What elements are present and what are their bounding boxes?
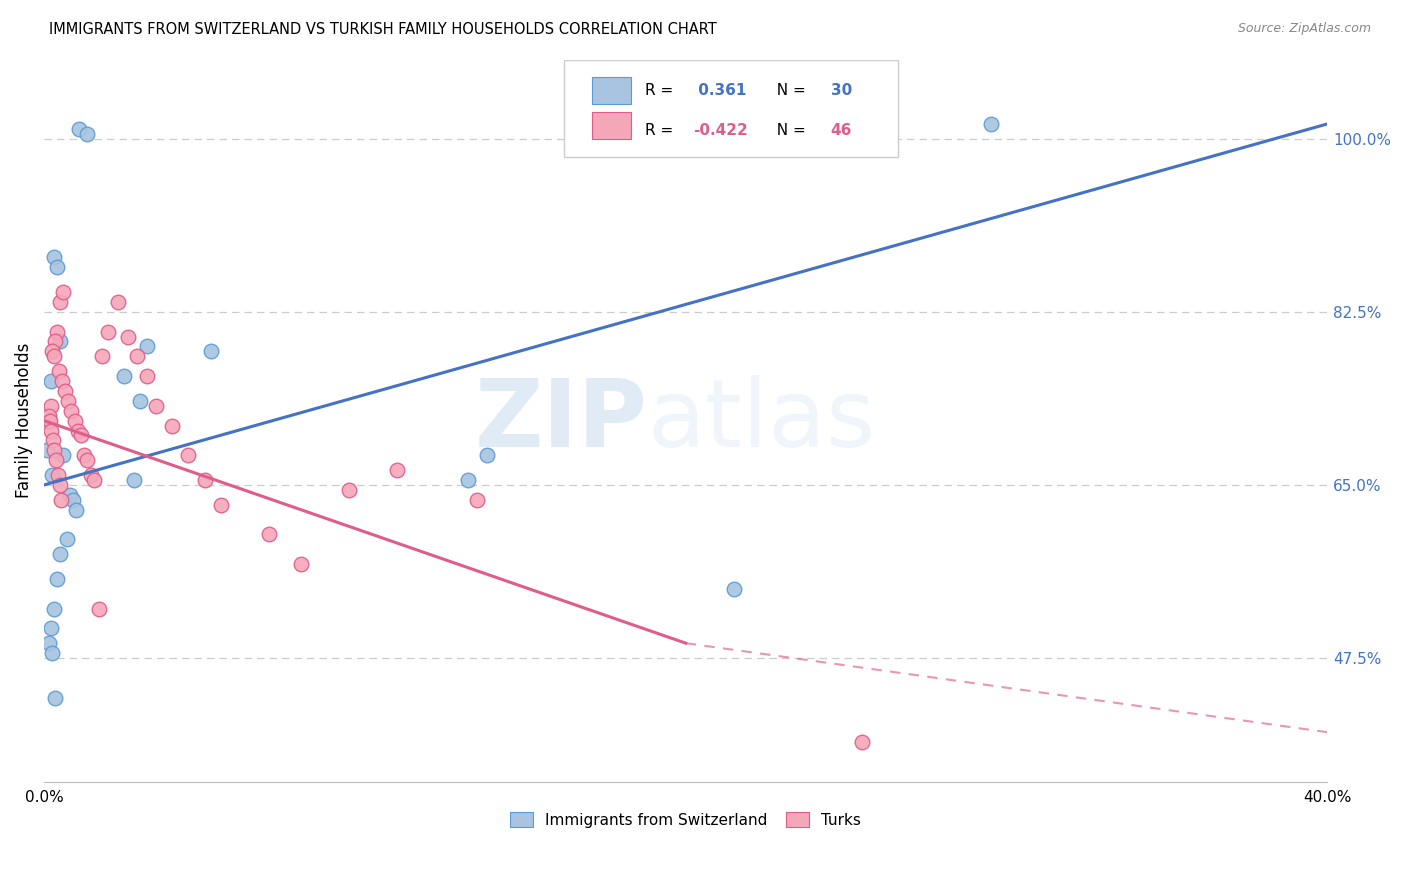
Point: [457, 473, 479, 487]
Point: [37, 443, 59, 458]
Text: -0.422: -0.422: [693, 123, 748, 138]
Point: [76, 127, 98, 141]
Point: [127, 349, 149, 363]
Point: [67, 121, 90, 136]
Point: [62, 492, 84, 507]
Text: 46: 46: [831, 123, 852, 138]
Point: [39, 399, 62, 413]
Point: [39, 424, 62, 438]
Point: [42, 601, 65, 615]
Text: N =: N =: [766, 123, 810, 138]
Point: [38, 409, 60, 423]
Text: R =: R =: [645, 123, 678, 138]
Point: [980, 117, 1002, 131]
Point: [53, 384, 76, 398]
Point: [112, 369, 135, 384]
Point: [70, 428, 93, 442]
Point: [46, 572, 69, 586]
Point: [60, 403, 83, 417]
Point: [46, 260, 69, 275]
Point: [41, 344, 63, 359]
Y-axis label: Family Households: Family Households: [15, 343, 32, 499]
Point: [97, 325, 120, 339]
Point: [73, 448, 96, 462]
Point: [65, 502, 87, 516]
Point: [66, 424, 89, 438]
Point: [56, 393, 79, 408]
Point: [87, 601, 110, 615]
Point: [465, 492, 488, 507]
Point: [52, 448, 75, 462]
Point: [42, 251, 65, 265]
FancyBboxPatch shape: [564, 60, 897, 157]
Point: [41, 646, 63, 660]
Point: [257, 527, 280, 541]
Point: [41, 468, 63, 483]
Point: [177, 448, 200, 462]
Bar: [592, 77, 631, 104]
Point: [200, 344, 222, 359]
Text: 0.361: 0.361: [693, 83, 747, 98]
Point: [49, 547, 72, 561]
Text: ZIP: ZIP: [474, 375, 647, 467]
Point: [44, 690, 66, 705]
Point: [122, 473, 145, 487]
Point: [46, 468, 69, 483]
Point: [337, 483, 360, 497]
Point: [76, 453, 98, 467]
Point: [48, 364, 70, 378]
Point: [42, 434, 65, 448]
Point: [63, 414, 86, 428]
Point: [38, 414, 60, 428]
Point: [145, 399, 167, 413]
Point: [117, 329, 139, 343]
Text: IMMIGRANTS FROM SWITZERLAND VS TURKISH FAMILY HOUSEHOLDS CORRELATION CHART: IMMIGRANTS FROM SWITZERLAND VS TURKISH F…: [49, 22, 717, 37]
Point: [45, 453, 67, 467]
Point: [83, 473, 105, 487]
Point: [162, 418, 184, 433]
Point: [129, 393, 152, 408]
Point: [135, 369, 157, 384]
Text: atlas: atlas: [647, 375, 876, 467]
Text: 30: 30: [831, 83, 852, 98]
Bar: [592, 112, 631, 139]
Point: [44, 334, 66, 349]
Point: [52, 285, 75, 299]
Point: [193, 473, 215, 487]
Point: [39, 621, 62, 635]
Point: [44, 443, 66, 458]
Point: [79, 468, 101, 483]
Point: [851, 735, 873, 749]
Point: [42, 349, 65, 363]
Point: [475, 448, 498, 462]
Point: [59, 488, 82, 502]
Point: [49, 334, 72, 349]
Point: [135, 339, 157, 353]
Point: [209, 498, 232, 512]
Point: [290, 557, 312, 571]
Point: [46, 325, 69, 339]
Point: [38, 414, 60, 428]
Point: [385, 463, 408, 477]
Point: [55, 533, 77, 547]
Point: [107, 294, 129, 309]
Point: [51, 374, 73, 388]
Point: [39, 374, 62, 388]
Text: Source: ZipAtlas.com: Source: ZipAtlas.com: [1237, 22, 1371, 36]
Text: R =: R =: [645, 83, 678, 98]
Point: [723, 582, 745, 596]
Legend: Immigrants from Switzerland, Turks: Immigrants from Switzerland, Turks: [503, 804, 869, 836]
Point: [49, 492, 72, 507]
Point: [49, 294, 72, 309]
Point: [48, 478, 70, 492]
Text: N =: N =: [766, 83, 810, 98]
Point: [90, 349, 112, 363]
Point: [38, 636, 60, 650]
